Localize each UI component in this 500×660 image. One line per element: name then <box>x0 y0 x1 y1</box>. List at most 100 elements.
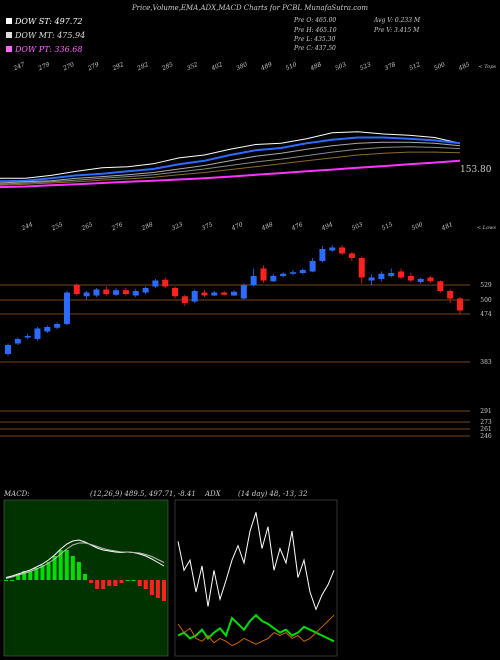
macd-plot <box>4 539 166 601</box>
ema-lines <box>0 131 461 189</box>
macd-histogram-bar <box>52 556 57 580</box>
top-label: 485 <box>457 61 471 73</box>
low-label: 265 <box>80 221 94 233</box>
candle-body <box>407 276 414 281</box>
macd-histogram-bar <box>16 574 21 580</box>
candle-body <box>24 336 31 338</box>
top-label: 510 <box>285 61 299 72</box>
candle-body <box>152 280 159 287</box>
candle-body <box>122 290 129 294</box>
candle-body <box>319 249 326 261</box>
dow-st-label: DOW ST: 497.72 <box>14 17 83 26</box>
adx-line <box>177 512 335 611</box>
macd-histogram-bar <box>155 580 160 598</box>
level-label: 500 <box>480 297 492 304</box>
candle-body <box>398 271 405 278</box>
dow-mt-swatch <box>6 32 12 38</box>
price-panel: 244 255 265 276 288 323 375 470 488 476 494 503 515 5… <box>0 221 496 440</box>
avg-volume: Avg V: 0.233 M <box>373 17 421 24</box>
candle-body <box>63 292 70 324</box>
dow-st-swatch <box>6 18 12 24</box>
low-label: 244 <box>20 221 34 233</box>
level-label: 261 <box>480 426 491 433</box>
low-label: 323 <box>171 221 185 232</box>
candle-body <box>447 291 454 299</box>
candle-body <box>231 291 237 296</box>
candle-body <box>250 276 257 285</box>
macd-histogram-bar <box>162 580 166 601</box>
adx-line <box>177 614 335 647</box>
candle-body <box>457 298 463 311</box>
ema-panel: 247 279 270 279 292 282 285 352 402 380 489 510 488 5… <box>0 61 496 189</box>
candle-body <box>240 285 247 299</box>
low-label: 255 <box>50 221 64 233</box>
current-price-label: 153.80 <box>460 165 492 175</box>
low-label: 276 <box>110 221 124 233</box>
macd-histogram-bar <box>95 580 100 589</box>
candle-body <box>83 292 90 297</box>
low-label: 500 <box>411 221 425 232</box>
ema-line <box>0 159 461 189</box>
top-label: 489 <box>259 61 273 73</box>
low-label: 288 <box>140 221 154 233</box>
adx-line <box>177 613 335 643</box>
candle-body <box>5 345 11 354</box>
adx-plot <box>177 512 335 647</box>
candle-body <box>270 276 277 282</box>
level-label: 383 <box>480 359 492 366</box>
candle-body <box>113 290 120 295</box>
low-label: 503 <box>351 221 365 232</box>
ema-line <box>0 136 461 183</box>
low-label: 375 <box>201 221 215 232</box>
adx-params: (14 day) 48, -13, 32 <box>238 490 308 498</box>
candle-body <box>221 292 228 295</box>
macd-histogram-bar <box>34 568 39 580</box>
prev-volume: Pre V: 3.415 M <box>373 27 420 34</box>
macd-histogram-bar <box>10 580 15 581</box>
candle-body <box>211 292 218 296</box>
candlesticks <box>5 245 463 356</box>
macd-histogram-bar <box>125 580 130 581</box>
macd-histogram-bar <box>137 580 142 586</box>
candle-body <box>103 289 110 294</box>
ema-line <box>0 141 461 184</box>
top-label: 279 <box>37 61 51 73</box>
macd-histogram-bar <box>28 571 33 580</box>
macd-histogram-bar <box>64 550 69 580</box>
candle-body <box>73 285 80 294</box>
low-label: 481 <box>440 221 454 233</box>
candle-body <box>289 272 296 274</box>
macd-histogram-bar <box>101 580 106 589</box>
candle-body <box>348 253 355 258</box>
macd-histogram-bar <box>107 580 112 586</box>
candle-body <box>14 339 21 344</box>
candle-body <box>191 291 198 302</box>
dow-legend: DOW ST: 497.72 DOW MT: 475.94 DOW PT: 33… <box>6 17 85 54</box>
prev-values: Pre O: 465.00 Pre H: 465.10 Pre L: 435.3… <box>293 17 421 52</box>
candle-body <box>44 327 51 332</box>
prev-open: Pre O: 465.00 <box>293 17 336 24</box>
candle-body <box>93 289 100 296</box>
top-label: 523 <box>359 61 373 72</box>
candle-body <box>172 288 179 297</box>
low-label: 494 <box>320 221 334 233</box>
candle-body <box>388 273 395 276</box>
low-label: 470 <box>230 221 244 233</box>
top-label: 488 <box>308 61 322 73</box>
candle-body <box>329 247 336 251</box>
level-label: 474 <box>480 311 492 318</box>
candle-body <box>142 288 149 293</box>
top-label: 285 <box>160 61 174 73</box>
low-label: 515 <box>381 221 395 232</box>
candle-body <box>299 270 306 273</box>
dow-pt-label: DOW PT: 336.68 <box>14 45 82 54</box>
candle-body <box>181 296 188 303</box>
macd-histogram-bar <box>22 571 27 580</box>
prev-low: Pre L: 435.30 <box>293 36 335 43</box>
top-label: 282 <box>135 61 149 73</box>
prev-high: Pre H: 465.10 <box>293 27 337 34</box>
lows-corner-label: < Lows <box>477 225 496 231</box>
top-label: 512 <box>408 61 422 72</box>
